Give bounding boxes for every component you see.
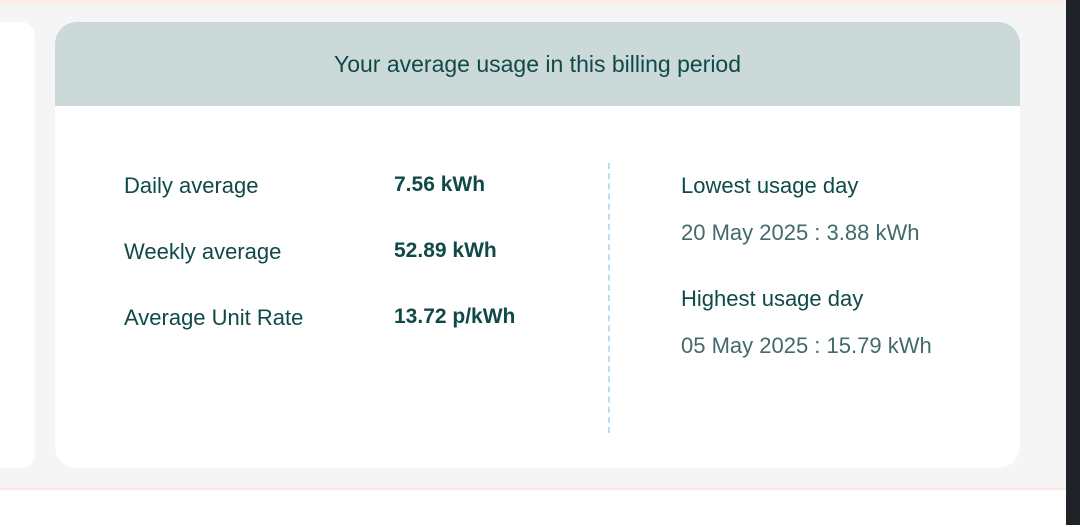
card-title: Your average usage in this billing perio… xyxy=(333,50,742,77)
weekly-average-label: Weekly average xyxy=(124,239,282,264)
highest-usage-day-title: Highest usage day xyxy=(681,286,864,311)
daily-average-label: Daily average xyxy=(124,173,259,198)
next-section-edge xyxy=(0,488,1066,527)
weekly-average-value: 52.89 kWh xyxy=(394,239,497,262)
lowest-usage-day-value: 20 May 2025 : 3.88 kWh xyxy=(681,220,920,245)
average-unit-rate-label: Average Unit Rate xyxy=(124,305,304,330)
average-unit-rate-value: 13.72 p/kWh xyxy=(394,305,516,328)
highest-usage-day-value: 05 May 2025 : 15.79 kWh xyxy=(681,333,932,358)
previous-card-edge xyxy=(0,22,35,468)
window-edge xyxy=(1066,0,1080,525)
average-usage-card: Your average usage in this billing perio… xyxy=(55,22,1020,468)
card-header: Your average usage in this billing perio… xyxy=(55,22,1020,106)
daily-average-value: 7.56 kWh xyxy=(394,173,486,196)
lowest-usage-day-title: Lowest usage day xyxy=(681,173,859,198)
top-section-edge xyxy=(0,0,1066,4)
section-divider xyxy=(608,163,610,433)
